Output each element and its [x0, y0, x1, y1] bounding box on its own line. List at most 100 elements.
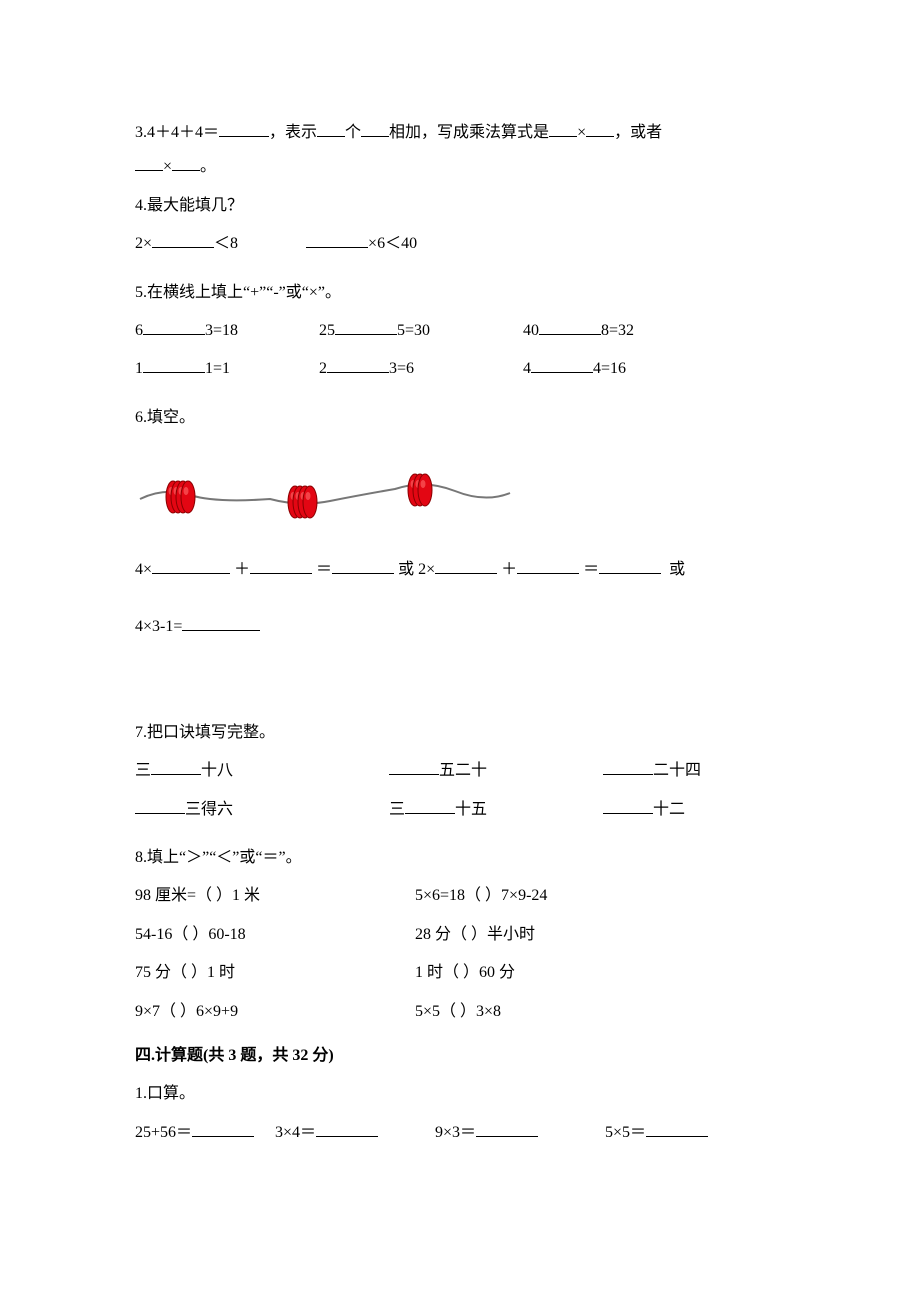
calc-item: 25+56＝ — [135, 1118, 275, 1148]
q6-plus1: ＋ — [234, 561, 250, 578]
q6-eq2: ＝ — [583, 561, 599, 578]
q3-t2: 个 — [345, 124, 361, 141]
blank[interactable] — [599, 557, 661, 575]
q7-row2: 三得六 三 十五 十二 — [135, 795, 785, 825]
q5-title: 5.在横线上填上“+”“-”或“×”。 — [135, 278, 785, 308]
blank[interactable] — [172, 154, 200, 172]
blank[interactable] — [332, 557, 394, 575]
q7-r2-b1: 三 — [389, 801, 405, 818]
q8-left: 54-16（ ）60-18 — [135, 920, 415, 950]
blank[interactable] — [250, 557, 312, 575]
blank[interactable] — [152, 231, 214, 249]
s4-q1: 1.口算。 — [135, 1079, 785, 1109]
calc-item-text: 25+56＝ — [135, 1124, 192, 1141]
q5-r1-a: 6 — [135, 322, 143, 339]
blank[interactable] — [152, 557, 230, 575]
s4-items: 25+56＝ 3×4＝9×3＝ 5×5＝ — [135, 1118, 785, 1148]
q5-r1-f: 8=32 — [601, 322, 634, 339]
blank[interactable] — [539, 317, 601, 335]
q3-times1: × — [577, 124, 586, 141]
q4-p2a: ×6＜40 — [368, 235, 417, 252]
q3-prefix: 3.4＋4＋4＝ — [135, 124, 219, 141]
beads-figure — [135, 449, 785, 529]
q4-row: 2×＜8 ×6＜40 — [135, 229, 785, 259]
q6-line2-text: 4×3-1= — [135, 618, 182, 635]
blank[interactable] — [389, 758, 439, 776]
blank[interactable] — [361, 119, 389, 137]
q6-eq1: ＝ — [316, 561, 332, 578]
q6-or2: 或 — [669, 561, 685, 578]
q8-right: 5×5（ ）3×8 — [415, 1003, 501, 1020]
q3-line2: ×。 — [135, 152, 785, 182]
blank[interactable] — [586, 119, 614, 137]
q8-left: 9×7（ ）6×9+9 — [135, 997, 415, 1027]
blank[interactable] — [135, 154, 163, 172]
calc-item: 9×3＝ — [435, 1118, 605, 1148]
blank[interactable] — [549, 119, 577, 137]
q7-r2-b2: 十五 — [455, 801, 487, 818]
q8-left: 75 分（ ）1 时 — [135, 958, 415, 988]
q6-plus2: ＋ — [501, 561, 517, 578]
q5-row2: 11=1 23=6 44=16 — [135, 354, 785, 384]
q6-a: 4× — [135, 561, 152, 578]
q8-right: 5×6=18（ ）7×9-24 — [415, 887, 547, 904]
q6-line1: 4× ＋ ＝ 或 2× ＋ ＝ 或 — [135, 555, 785, 585]
blank[interactable] — [143, 356, 205, 374]
blank[interactable] — [476, 1119, 538, 1137]
q5-r2-b: 1=1 — [205, 360, 230, 377]
q3-t3: 相加，写成乘法算式是 — [389, 124, 549, 141]
q5-r2-a: 1 — [135, 360, 143, 377]
q8-row: 54-16（ ）60-1828 分（ ）半小时 — [135, 920, 785, 950]
blank[interactable] — [405, 796, 455, 814]
q3-t5: 。 — [200, 158, 216, 175]
q8-row: 75 分（ ）1 时1 时（ ）60 分 — [135, 958, 785, 988]
q3-t4: ，或者 — [614, 124, 662, 141]
q5-r1-b: 3=18 — [205, 322, 238, 339]
q5-r2-d: 3=6 — [389, 360, 414, 377]
q5-row1: 63=18 255=30 408=32 — [135, 316, 785, 346]
blank[interactable] — [335, 317, 397, 335]
q3-line1: 3.4＋4＋4＝ ，表示 个 相加，写成乘法算式是 × ，或者 — [135, 118, 785, 148]
s4-heading: 四.计算题(共 3 题，共 32 分) — [135, 1041, 785, 1071]
q7-r1-a2: 十八 — [201, 762, 233, 779]
q7-row1: 三 十八 五二十 二十四 — [135, 756, 785, 786]
q7-r2-a: 三得六 — [185, 801, 233, 818]
q6-or: 或 2× — [398, 561, 435, 578]
blank[interactable] — [646, 1119, 708, 1137]
q7-r1-a1: 三 — [135, 762, 151, 779]
blank[interactable] — [317, 119, 345, 137]
q8-right: 28 分（ ）半小时 — [415, 926, 535, 943]
q3-times2: × — [163, 158, 172, 175]
blank[interactable] — [435, 557, 497, 575]
blank[interactable] — [219, 119, 269, 137]
calc-item: 5×5＝ — [605, 1118, 708, 1148]
q4-title: 4.最大能填几？ — [135, 191, 785, 221]
blank[interactable] — [192, 1119, 254, 1137]
blank[interactable] — [603, 758, 653, 776]
blank[interactable] — [517, 557, 579, 575]
q8-title: 8.填上“＞”“＜”或“＝”。 — [135, 843, 785, 873]
blank[interactable] — [182, 613, 260, 631]
q8-row: 98 厘米=（ ）1 米5×6=18（ ）7×9-24 — [135, 881, 785, 911]
calc-item: 3×4＝ — [275, 1118, 435, 1148]
blank[interactable] — [327, 356, 389, 374]
q5-r2-c: 2 — [319, 360, 327, 377]
calc-item-text: 9×3＝ — [435, 1124, 476, 1141]
q5-r2-e: 4 — [523, 360, 531, 377]
q7-r1-b: 五二十 — [439, 762, 487, 779]
blank[interactable] — [143, 317, 205, 335]
q8-left: 98 厘米=（ ）1 米 — [135, 881, 415, 911]
blank[interactable] — [316, 1119, 378, 1137]
q7-title: 7.把口诀填写完整。 — [135, 718, 785, 748]
q7-r2-c: 十二 — [653, 801, 685, 818]
blank[interactable] — [306, 231, 368, 249]
blank[interactable] — [531, 356, 593, 374]
q3-t1: ，表示 — [269, 124, 317, 141]
q7-r1-c: 二十四 — [653, 762, 701, 779]
calc-item-text: 5×5＝ — [605, 1124, 646, 1141]
blank[interactable] — [135, 796, 185, 814]
q8-right: 1 时（ ）60 分 — [415, 964, 515, 981]
blank[interactable] — [603, 796, 653, 814]
q8-row: 9×7（ ）6×9+95×5（ ）3×8 — [135, 997, 785, 1027]
blank[interactable] — [151, 758, 201, 776]
